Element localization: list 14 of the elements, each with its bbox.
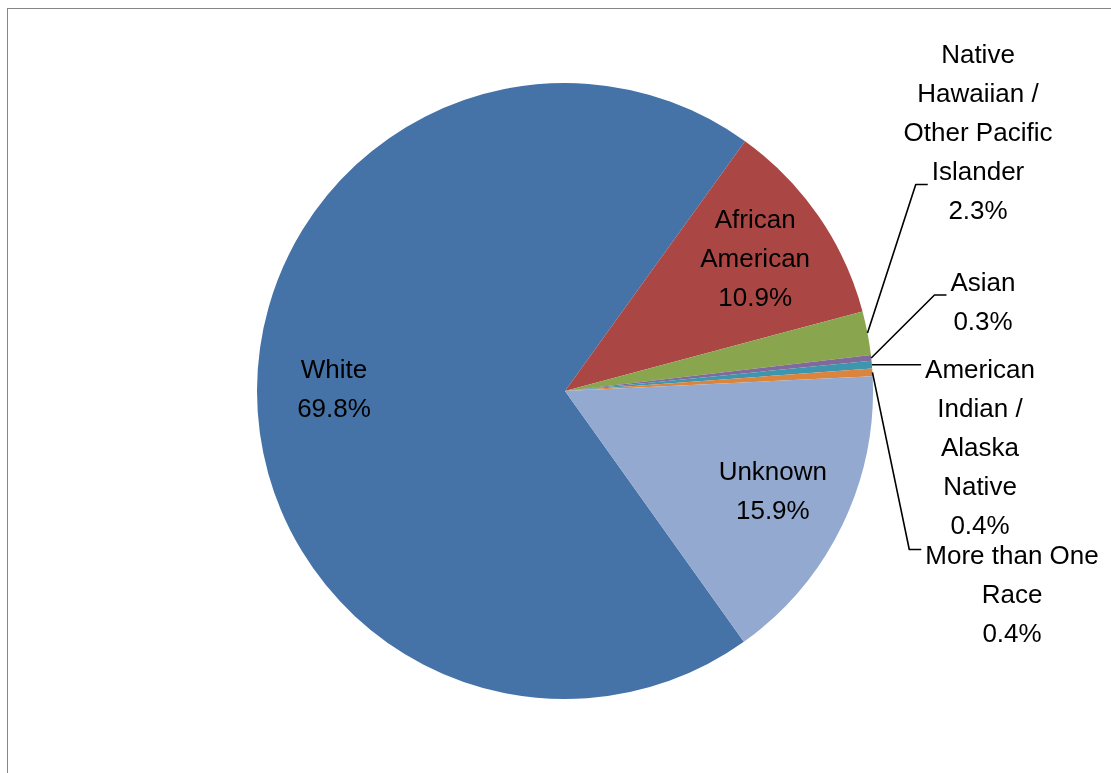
data-label: 2.3% bbox=[948, 195, 1008, 226]
slice-label: American Indian / Alaska Native bbox=[925, 354, 1035, 502]
slice-label: White bbox=[300, 354, 368, 385]
data-label: 15.9% bbox=[735, 494, 810, 525]
data-label: 0.4% bbox=[982, 618, 1042, 649]
slice-label: More than One Race bbox=[925, 540, 1099, 610]
slice-label: Unknown bbox=[718, 455, 828, 486]
data-label: 10.9% bbox=[718, 282, 793, 312]
data-label: 0.3% bbox=[953, 305, 1013, 336]
slice-label: Native Hawaiian / Other Pacific Islander bbox=[903, 39, 1053, 187]
slice-label: African American bbox=[700, 204, 811, 273]
data-label: 69.8% bbox=[297, 393, 371, 424]
slice-label: Asian bbox=[950, 266, 1016, 297]
data-label: 0.4% bbox=[950, 510, 1010, 541]
